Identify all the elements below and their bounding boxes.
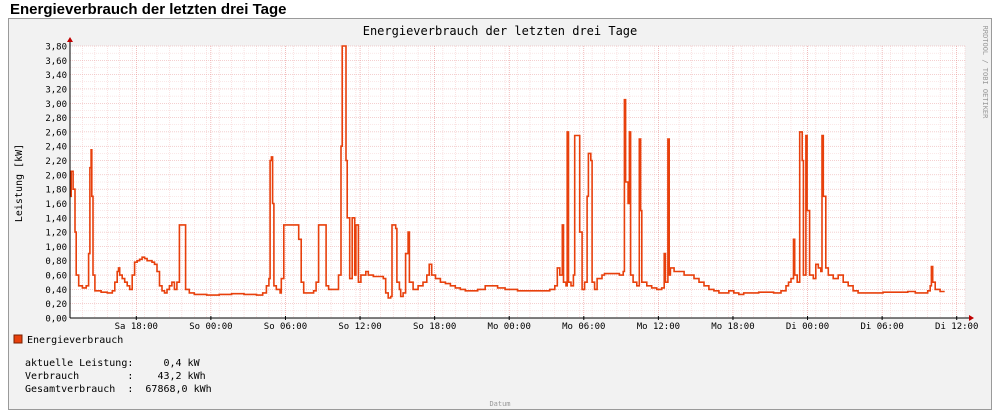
page-heading: Energieverbrauch der letzten drei Tage [10, 1, 287, 18]
watermark: RRDTOOL / TOBI OETIKER [981, 26, 989, 120]
y-axis-label: Leistung [kW] [14, 144, 25, 222]
x-tick-label: Mo 18:00 [711, 322, 754, 332]
y-tick-label: 0,00 [45, 315, 67, 325]
x-tick-label: Mo 12:00 [637, 322, 680, 332]
y-tick-label: 3,60 [45, 57, 67, 67]
x-axis-label: Datum [489, 400, 510, 408]
x-tick-label: Di 12:00 [935, 322, 978, 332]
legend-swatch [13, 334, 23, 344]
consumption-line: Verbrauch : 43,2 kWh [25, 371, 206, 382]
y-tick-label: 2,40 [45, 143, 67, 153]
y-tick-label: 1,40 [45, 214, 67, 224]
x-tick-label: So 06:00 [264, 322, 307, 332]
total-consumption-line: Gesamtverbrauch : 67868,0 kWh [25, 384, 212, 395]
series-line-energieverbrauch [70, 45, 945, 299]
x-tick-label: Mo 06:00 [562, 322, 605, 332]
y-tick-label: 2,60 [45, 128, 67, 138]
y-tick-label: 1,60 [45, 200, 67, 210]
y-tick-label: 0,40 [45, 286, 67, 296]
x-tick-label: So 12:00 [338, 322, 381, 332]
y-tick-label: 3,40 [45, 71, 67, 81]
x-axis-arrow [969, 315, 974, 321]
x-tick-label: So 18:00 [413, 322, 456, 332]
y-tick-label: 3,80 [45, 43, 67, 53]
x-tick-label: Mo 00:00 [488, 322, 531, 332]
y-tick-label: 3,00 [45, 100, 67, 110]
x-tick-label: Sa 18:00 [115, 322, 158, 332]
y-tick-label: 3,20 [45, 85, 67, 95]
y-axis-arrow [67, 37, 73, 42]
y-tick-label: 0,80 [45, 257, 67, 267]
y-tick-label: 2,80 [45, 114, 67, 124]
y-tick-label: 1,00 [45, 243, 67, 253]
legend-label: Energieverbrauch [27, 335, 123, 346]
chart-title: Energieverbrauch der letzten drei Tage [363, 24, 638, 38]
y-tick-label: 2,00 [45, 171, 67, 181]
y-tick-label: 0,60 [45, 272, 67, 282]
y-tick-label: 0,20 [45, 300, 67, 310]
x-tick-label: So 00:00 [189, 322, 232, 332]
y-tick-label: 1,20 [45, 229, 67, 239]
current-power-line: aktuelle Leistung: 0,4 kW [25, 358, 200, 369]
y-tick-label: 1,80 [45, 186, 67, 196]
y-tick-label: 2,20 [45, 157, 67, 167]
x-tick-label: Di 00:00 [786, 322, 829, 332]
x-tick-label: Di 06:00 [860, 322, 903, 332]
